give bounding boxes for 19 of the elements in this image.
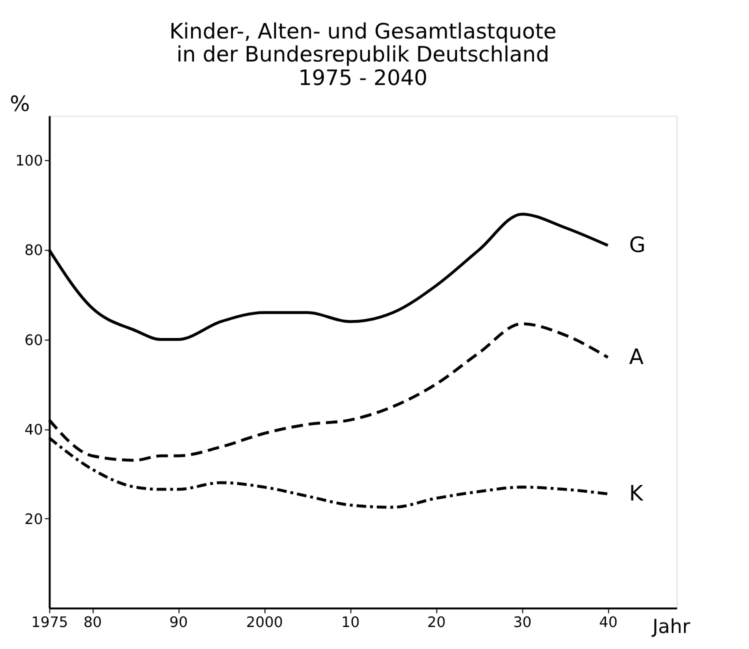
x-tick-label: 90 <box>169 614 188 631</box>
x-tick-label: 40 <box>599 614 618 631</box>
chart-title: Kinder-, Alten- und Gesamtlastquote in der Bundesrepublik Deutschland 1975 - 2040 <box>169 19 556 91</box>
y-tick-label: 80 <box>24 243 43 260</box>
x-tick-label: 80 <box>83 614 102 631</box>
series-label: A <box>629 345 644 370</box>
y-tick-label: 40 <box>24 422 43 438</box>
y-tick-label: 20 <box>24 512 43 528</box>
x-tick-label: 30 <box>513 614 532 631</box>
x-axis-title: Jahr <box>651 615 690 638</box>
x-tick-label: 1975 <box>31 614 68 631</box>
x-tick-label: 2000 <box>246 614 283 631</box>
x-tick-label: 10 <box>341 614 360 631</box>
x-tick-label: 20 <box>427 614 446 631</box>
y-tick-label: 100 <box>15 154 43 170</box>
series-label: G <box>629 233 646 258</box>
y-tick-label: 60 <box>24 332 43 349</box>
y-axis-title: % <box>10 92 30 117</box>
series-label: K <box>629 482 644 507</box>
